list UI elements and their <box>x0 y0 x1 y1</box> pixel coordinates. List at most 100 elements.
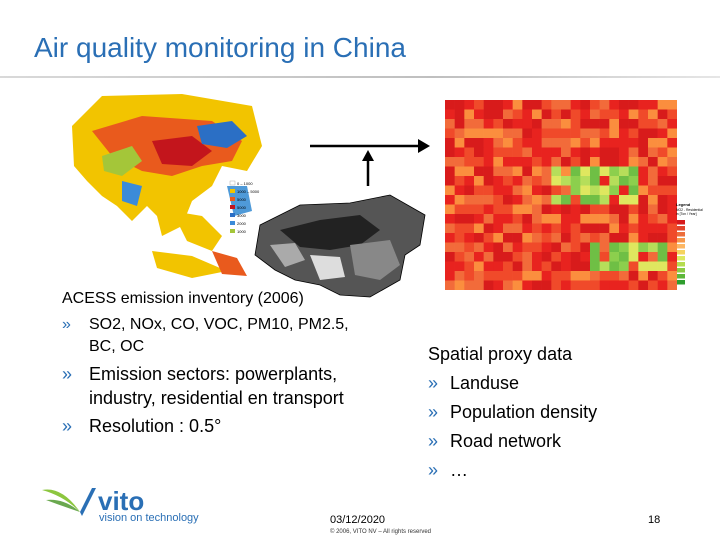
grid-cell <box>493 119 504 129</box>
grid-cell <box>609 271 620 281</box>
grid-cell <box>454 185 465 196</box>
grid-cell <box>522 109 533 120</box>
grid-cell <box>638 242 649 253</box>
asia-legend-label: 2000 <box>237 221 247 226</box>
grid-cell <box>667 157 677 167</box>
grid-cell <box>570 271 581 281</box>
grid-cell <box>503 280 513 290</box>
grid-cell <box>445 233 455 243</box>
grid-cell <box>474 157 484 167</box>
grid-cell <box>609 100 620 110</box>
grid-cell <box>474 214 484 224</box>
grid-cell <box>648 252 658 262</box>
grid-cell <box>667 233 677 243</box>
grid-cell <box>648 166 658 177</box>
grid-cell <box>657 252 668 262</box>
grid-cell <box>483 185 494 196</box>
grid-cell <box>657 166 668 177</box>
grid-cell <box>570 195 581 205</box>
grid-cell <box>483 233 494 243</box>
grid-cell <box>503 242 513 253</box>
grid-cell <box>619 233 629 243</box>
bullet-marker: » <box>428 373 439 393</box>
grid-cell <box>628 128 639 139</box>
grid-cell <box>454 271 465 281</box>
grid-cell <box>522 195 533 205</box>
grid-cell <box>522 252 533 262</box>
grid-cell <box>648 109 658 120</box>
grid-cell <box>609 185 620 196</box>
grid-cell <box>657 128 668 139</box>
grid-cell <box>454 280 465 290</box>
grid-cell <box>599 119 610 129</box>
grid-cell <box>561 223 571 234</box>
grid-cell <box>580 242 591 253</box>
grid-cell <box>541 204 552 215</box>
grid-cell <box>454 157 465 167</box>
grid-cell <box>648 242 658 253</box>
grid-cell <box>667 261 677 272</box>
grid-cell <box>483 252 494 262</box>
bullet-text: Resolution : 0.5° <box>89 416 222 436</box>
grid-cell <box>628 166 639 177</box>
grid-cell <box>648 176 658 186</box>
grid-cell <box>503 138 513 148</box>
grid-cell <box>522 280 533 290</box>
grid-cell <box>657 138 668 148</box>
grid-cell <box>551 223 562 234</box>
grid-cell <box>551 185 562 196</box>
grid-cell <box>561 271 571 281</box>
grid-cell <box>483 195 494 205</box>
grid-cell <box>474 252 484 262</box>
bullet-marker: » <box>62 316 71 333</box>
grid-cell <box>590 157 600 167</box>
grid-cell <box>522 128 533 139</box>
grid-cell <box>590 242 600 253</box>
grid-cell <box>522 223 533 234</box>
legend-title: Legend <box>676 202 691 207</box>
grid-cell <box>532 252 542 262</box>
grid-cell <box>483 119 494 129</box>
grid-cell <box>445 157 455 167</box>
grid-cell <box>590 176 600 186</box>
logo-tagline: vision on technology <box>99 512 199 524</box>
grid-cell <box>551 166 562 177</box>
grid-cell <box>464 252 475 262</box>
grid-cell <box>609 119 620 129</box>
grid-cell <box>532 138 542 148</box>
grid-cell <box>609 166 620 177</box>
bullet-marker: » <box>62 364 73 384</box>
grid-cell <box>561 252 571 262</box>
grid-cell <box>512 261 523 272</box>
grid-cell <box>590 185 600 196</box>
asia-legend-label: 0 – 1000 <box>237 181 253 186</box>
asia-legend-label: 1000 – 5000 <box>237 189 260 194</box>
grid-cell <box>464 128 475 139</box>
bullet-text: SO2, NOx, CO, VOC, PM10, PM2.5, BC, OC <box>89 316 349 355</box>
grid-cell <box>493 157 504 167</box>
legend-swatch <box>677 238 685 243</box>
grid-cell <box>541 157 552 167</box>
grid-cell <box>570 157 581 167</box>
asia-legend-label: 5000 <box>237 197 247 202</box>
grid-cell <box>522 100 533 110</box>
grid-cell <box>532 185 542 196</box>
grid-cell <box>628 185 639 196</box>
grid-cell <box>590 252 600 262</box>
grid-cell <box>483 166 494 177</box>
gridded-emission-map <box>445 100 677 290</box>
grid-cell <box>657 195 668 205</box>
grid-cell <box>551 109 562 120</box>
grid-cell <box>464 166 475 177</box>
grid-cell <box>464 138 475 148</box>
grid-cell <box>657 242 668 253</box>
grid-cell <box>551 157 562 167</box>
grid-cell <box>532 166 542 177</box>
grid-cell <box>561 100 571 110</box>
grid-cell <box>532 223 542 234</box>
grid-cell <box>648 157 658 167</box>
grid-cell <box>628 242 639 253</box>
grid-cell <box>599 138 610 148</box>
arrow-right-icon <box>310 139 430 153</box>
grid-cell <box>648 100 658 110</box>
